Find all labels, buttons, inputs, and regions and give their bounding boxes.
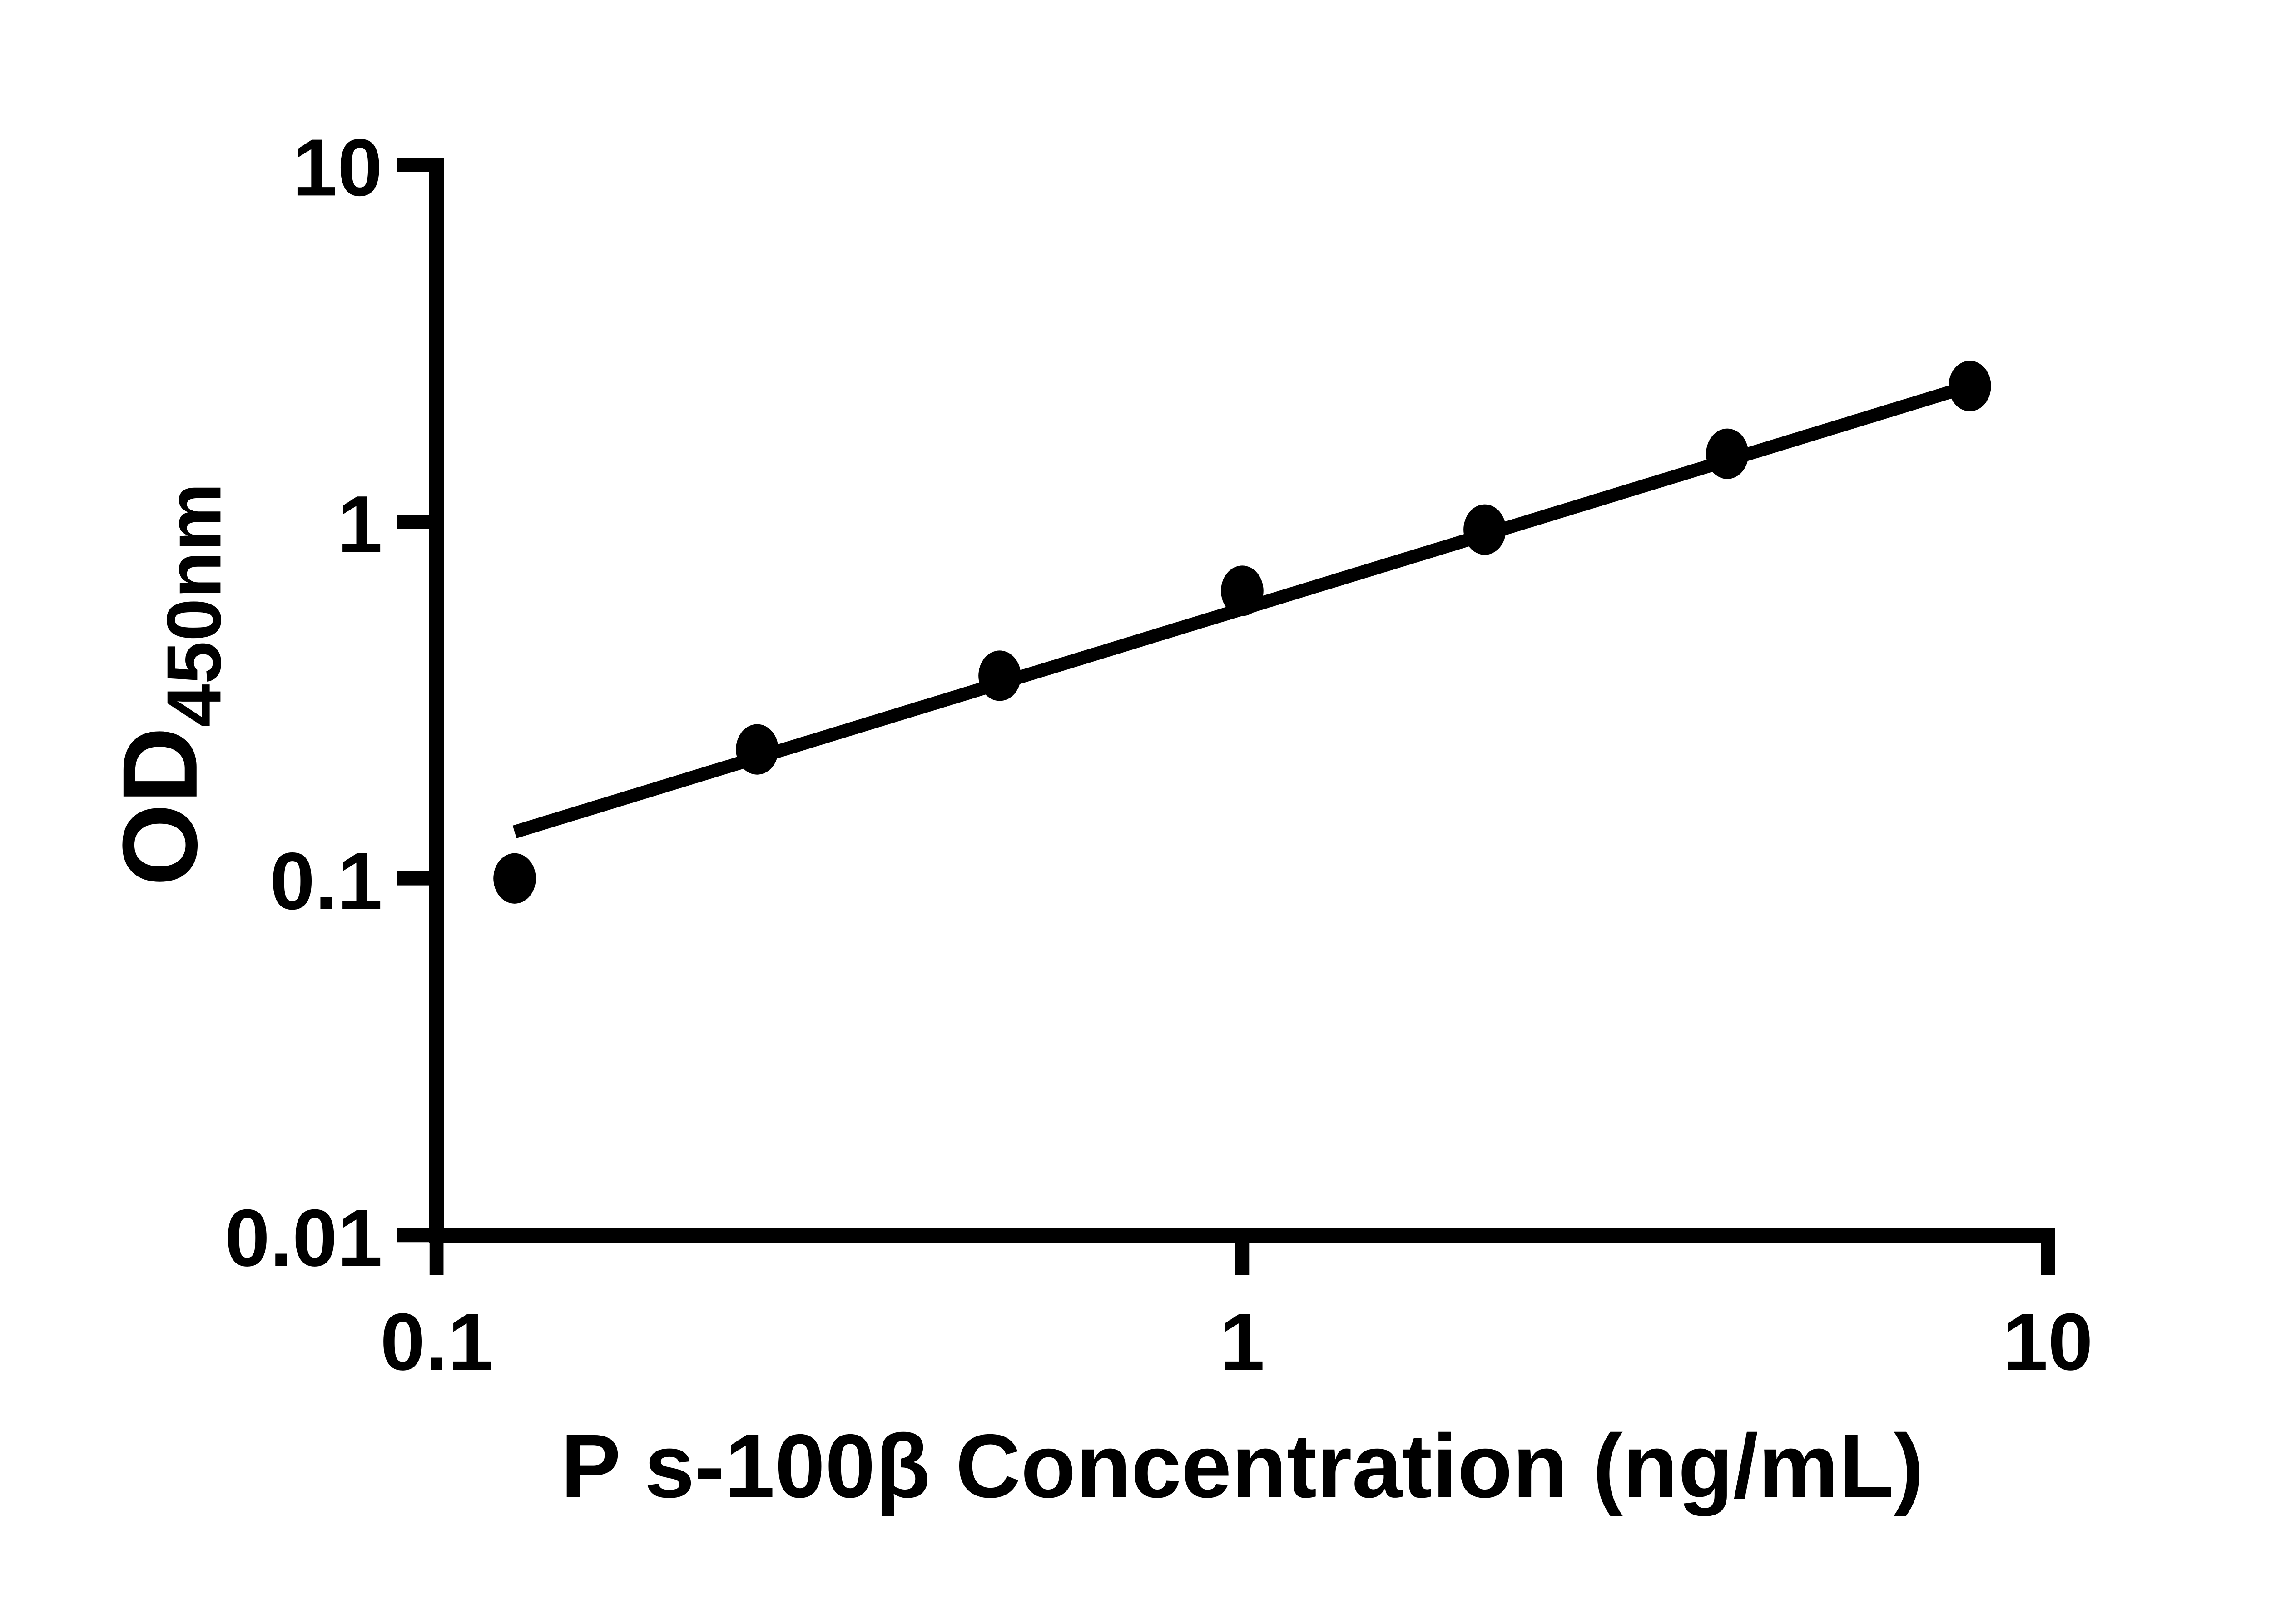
y-tick-label-0.01: 0.01	[225, 1193, 382, 1283]
data-point-x8	[1949, 361, 1991, 411]
data-point-x0.25	[736, 724, 778, 775]
data-point-x4	[1706, 428, 1749, 479]
y-axis-title: OD450nm	[100, 483, 237, 886]
data-point-x0.5	[978, 650, 1021, 701]
data-point-x0.125	[493, 853, 536, 904]
y-tick-label-1: 1	[337, 479, 382, 569]
y-tick-label-10: 10	[293, 122, 382, 213]
y-axis-title-subscript: 450nm	[150, 483, 237, 727]
y-tick-label-0.1: 0.1	[270, 836, 382, 926]
x-tick-label-0.1: 0.1	[380, 1297, 493, 1387]
data-point-x1	[1221, 565, 1264, 616]
x-tick-label-1: 1	[1220, 1297, 1264, 1387]
x-axis-title: P s-100β Concentration (ng/mL)	[560, 1416, 1924, 1517]
x-tick-label-10: 10	[2003, 1297, 2093, 1387]
data-point-x2	[1463, 504, 1506, 555]
y-axis-title-main: OD	[100, 727, 219, 886]
